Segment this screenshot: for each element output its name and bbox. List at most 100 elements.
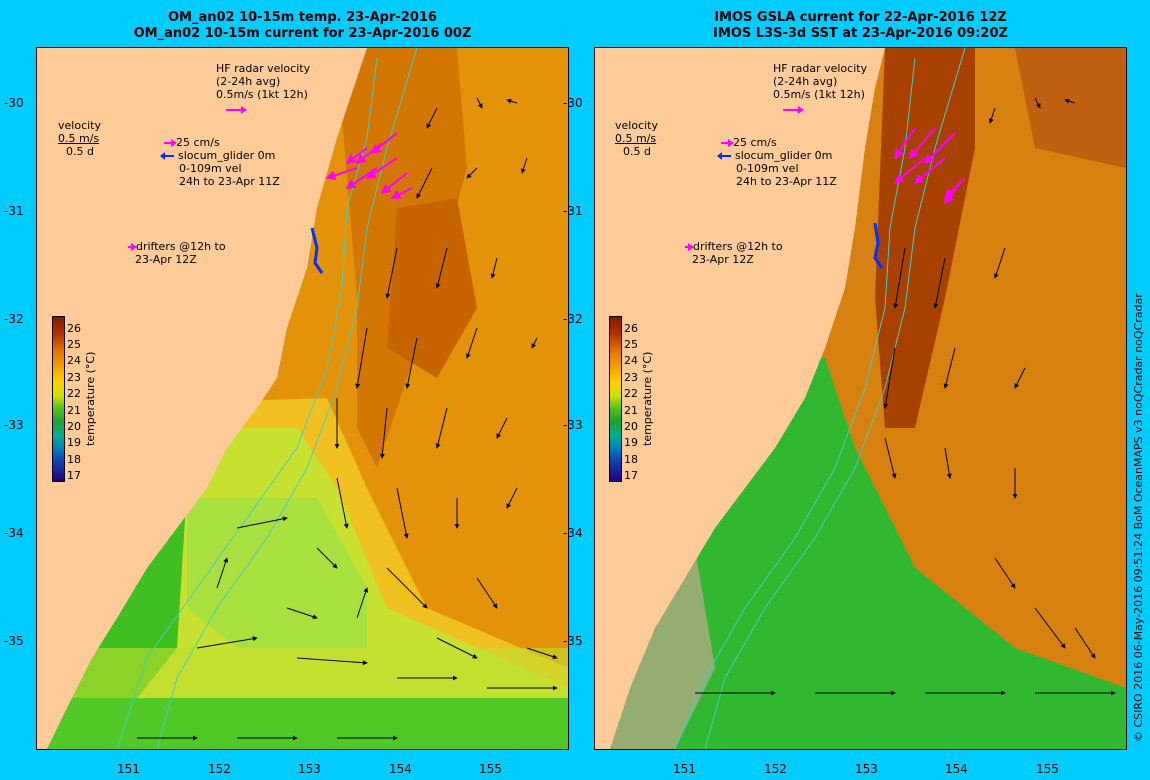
land <box>595 48 885 749</box>
velocity-legend-line1: velocity <box>615 119 658 132</box>
hf-legend-line1: HF radar velocity <box>216 62 311 75</box>
y-tick-right-5: -34 <box>563 526 583 540</box>
cb-right-tick-22: 22 <box>624 387 638 400</box>
glider-legend-line3: 0-109m vel <box>736 162 799 175</box>
glider-track <box>873 222 884 269</box>
warm-eddy <box>387 198 477 378</box>
colorbar-right-title: temperature (°C) <box>641 351 654 446</box>
hf-legend-line2: (2-24h avg) <box>773 75 838 88</box>
left-panel-title: OM_an02 10-15m temp. 23-Apr-2016 OM_an02… <box>36 10 569 42</box>
cb-left-tick-18: 18 <box>67 453 81 466</box>
hf-legend-line3: 0.5m/s (1kt 12h) <box>773 88 865 101</box>
colorbar-right <box>609 316 622 482</box>
colorbar-left-title: temperature (°C) <box>84 351 97 446</box>
cb-right-tick-25: 25 <box>624 338 638 351</box>
glider-track <box>310 227 324 274</box>
cb-left-tick-22: 22 <box>67 387 81 400</box>
isobath-200 <box>674 57 916 749</box>
hf-legend-line1: HF radar velocity <box>773 62 868 75</box>
right-panel-title: IMOS GSLA current for 22-Apr-2016 12Z IM… <box>594 10 1127 42</box>
glider-legend-line1: 25 cm/s <box>176 136 220 149</box>
glider-scale-arrow <box>721 139 734 147</box>
left-map[interactable] <box>36 47 569 750</box>
left-map-canvas <box>37 48 568 749</box>
glider-legend-left: 25 cm/s slocum_glider 0m 0-109m vel 24h … <box>160 136 280 188</box>
cb-right-tick-26: 26 <box>624 322 638 335</box>
left-title-line2: OM_an02 10-15m current for 23-Apr-2016 0… <box>133 26 472 41</box>
cb-right-tick-24: 24 <box>624 354 638 367</box>
x-tick-right-2: 152 <box>764 762 787 776</box>
hf-radar-arrows <box>325 132 413 199</box>
velocity-legend-line3: 0.5 d <box>66 145 94 158</box>
cb-left-tick-23: 23 <box>67 371 81 384</box>
cb-right-tick-21: 21 <box>624 404 638 417</box>
x-tick-right-1: 151 <box>673 762 696 776</box>
x-tick-right-5: 155 <box>1036 762 1059 776</box>
drifters-legend-line2: 23-Apr 12Z <box>692 253 754 266</box>
cb-left-tick-25: 25 <box>67 338 81 351</box>
drifter-arrow-icon <box>685 243 694 251</box>
x-tick-left-5: 155 <box>479 762 502 776</box>
isobath-1000 <box>704 48 966 749</box>
velocity-legend-line2: 0.5 m/s <box>58 132 100 145</box>
glider-legend-line1: 25 cm/s <box>733 136 777 149</box>
cold-eddy <box>187 498 367 648</box>
x-tick-left-1: 151 <box>117 762 140 776</box>
right-map[interactable] <box>594 47 1127 750</box>
hf-legend-line2: (2-24h avg) <box>216 75 281 88</box>
cb-right-tick-18: 18 <box>624 453 638 466</box>
glider-legend-line4: 24h to 23-Apr 11Z <box>179 175 280 188</box>
glider-arrow-icon <box>160 152 174 160</box>
x-tick-right-3: 153 <box>855 762 878 776</box>
velocity-legend-line2: 0.5 m/s <box>615 132 657 145</box>
credit-text: © CSIRO 2016 06-May-2016 09:51:24 BoM Oc… <box>1132 293 1145 742</box>
glider-legend-line4: 24h to 23-Apr 11Z <box>736 175 837 188</box>
y-tick-right-2: -31 <box>563 204 583 218</box>
hf-legend-right: HF radar velocity (2-24h avg) 0.5m/s (1k… <box>773 62 867 116</box>
drifters-legend-line1: drifters @12h to <box>136 240 226 253</box>
colorbar-left <box>52 316 65 482</box>
sea-band <box>37 648 568 698</box>
right-title-line2: IMOS L3S-3d SST at 23-Apr-2016 09:20Z <box>713 26 1008 41</box>
drifters-legend-left: drifters @12h to 23-Apr 12Z <box>128 240 226 266</box>
velocity-legend-left: velocity 0.5 m/s 0.5 d <box>58 119 101 158</box>
y-tick-left-4: -33 <box>4 418 24 432</box>
glider-arrow-icon <box>717 152 731 160</box>
velocity-legend-line1: velocity <box>58 119 101 132</box>
cb-left-tick-26: 26 <box>67 322 81 335</box>
glider-legend-line2: slocum_glider 0m <box>178 149 276 162</box>
velocity-legend-right: velocity 0.5 m/s 0.5 d <box>615 119 658 158</box>
left-title-line1: OM_an02 10-15m temp. 23-Apr-2016 <box>168 10 437 25</box>
y-tick-right-4: -33 <box>563 418 583 432</box>
cb-right-tick-20: 20 <box>624 420 638 433</box>
glider-scale-arrow <box>164 139 177 147</box>
y-tick-right-6: -35 <box>563 634 583 648</box>
x-tick-left-3: 153 <box>298 762 321 776</box>
glider-legend-line2: slocum_glider 0m <box>735 149 833 162</box>
cb-left-tick-17: 17 <box>67 469 81 482</box>
cb-left-tick-20: 20 <box>67 420 81 433</box>
y-tick-left-6: -35 <box>4 634 24 648</box>
drifters-legend-line2: 23-Apr 12Z <box>135 253 197 266</box>
y-tick-left-3: -32 <box>4 312 24 326</box>
glider-legend-line3: 0-109m vel <box>179 162 242 175</box>
glider-legend-right: 25 cm/s slocum_glider 0m 0-109m vel 24h … <box>717 136 837 188</box>
hf-legend-left: HF radar velocity (2-24h avg) 0.5m/s (1k… <box>216 62 310 116</box>
drifter-arrow-icon <box>128 243 137 251</box>
cb-left-tick-21: 21 <box>67 404 81 417</box>
x-tick-right-4: 154 <box>945 762 968 776</box>
drifters-legend-right: drifters @12h to 23-Apr 12Z <box>685 240 783 266</box>
x-tick-left-4: 154 <box>389 762 412 776</box>
isobath-1000 <box>156 48 418 749</box>
hf-legend-line3: 0.5m/s (1kt 12h) <box>216 88 308 101</box>
right-map-canvas <box>595 48 1126 749</box>
right-title-line1: IMOS GSLA current for 22-Apr-2016 12Z <box>714 10 1007 25</box>
cb-left-tick-19: 19 <box>67 436 81 449</box>
hf-radar-arrows <box>893 127 966 205</box>
current-core <box>875 48 975 428</box>
velocity-legend-line3: 0.5 d <box>623 145 651 158</box>
sea-warm-ne <box>1015 48 1126 168</box>
y-tick-left-2: -31 <box>4 204 24 218</box>
y-tick-right-3: -32 <box>563 312 583 326</box>
y-tick-right-1: -30 <box>563 96 583 110</box>
